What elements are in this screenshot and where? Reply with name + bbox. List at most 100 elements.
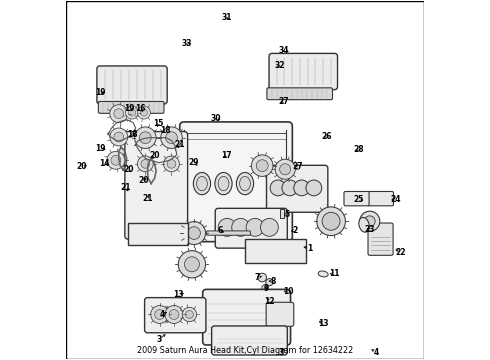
Ellipse shape <box>169 310 179 319</box>
Text: 33: 33 <box>182 39 192 48</box>
Ellipse shape <box>218 219 236 236</box>
Ellipse shape <box>141 159 149 168</box>
Text: 24: 24 <box>391 195 401 204</box>
FancyBboxPatch shape <box>267 88 333 100</box>
Text: 1: 1 <box>307 244 312 253</box>
Text: 9: 9 <box>263 284 269 293</box>
Text: 30: 30 <box>210 114 221 123</box>
Ellipse shape <box>280 164 291 175</box>
Text: 27: 27 <box>278 97 289 106</box>
FancyBboxPatch shape <box>207 231 250 235</box>
Text: 7: 7 <box>255 273 260 282</box>
Ellipse shape <box>164 156 179 172</box>
Text: 6: 6 <box>217 226 222 235</box>
Ellipse shape <box>167 159 176 168</box>
Ellipse shape <box>323 213 339 229</box>
Text: 8: 8 <box>270 276 276 285</box>
Text: 34: 34 <box>278 46 289 55</box>
Ellipse shape <box>251 155 273 176</box>
Ellipse shape <box>275 159 295 179</box>
FancyBboxPatch shape <box>145 298 206 333</box>
Text: 19: 19 <box>124 104 135 113</box>
Text: 21: 21 <box>121 183 131 192</box>
Text: 11: 11 <box>329 269 339 278</box>
Ellipse shape <box>186 311 194 319</box>
Ellipse shape <box>165 306 183 323</box>
Text: 20: 20 <box>139 176 149 185</box>
Ellipse shape <box>246 219 264 236</box>
FancyBboxPatch shape <box>344 192 369 206</box>
Text: 28: 28 <box>354 145 365 154</box>
Ellipse shape <box>236 172 254 195</box>
FancyBboxPatch shape <box>368 223 393 255</box>
Ellipse shape <box>322 212 340 230</box>
Ellipse shape <box>194 172 211 195</box>
Text: 2: 2 <box>293 226 298 235</box>
Ellipse shape <box>256 160 268 172</box>
Text: 16: 16 <box>135 104 146 113</box>
Ellipse shape <box>128 109 136 116</box>
Ellipse shape <box>155 310 165 319</box>
Ellipse shape <box>215 172 232 195</box>
FancyBboxPatch shape <box>97 66 167 104</box>
Ellipse shape <box>161 127 182 148</box>
Ellipse shape <box>360 211 380 231</box>
Ellipse shape <box>282 180 298 196</box>
Ellipse shape <box>365 216 375 226</box>
FancyBboxPatch shape <box>180 122 293 242</box>
Text: 29: 29 <box>189 158 199 167</box>
Text: 15: 15 <box>153 119 163 128</box>
FancyBboxPatch shape <box>203 289 291 345</box>
Ellipse shape <box>137 156 153 172</box>
Polygon shape <box>245 239 306 263</box>
Ellipse shape <box>262 285 268 291</box>
Bar <box>280 209 285 218</box>
Ellipse shape <box>196 176 207 191</box>
FancyBboxPatch shape <box>266 302 294 326</box>
Ellipse shape <box>125 106 139 119</box>
Text: 18: 18 <box>127 130 137 139</box>
FancyBboxPatch shape <box>125 132 188 239</box>
Text: 20: 20 <box>76 162 87 171</box>
Text: 14: 14 <box>99 159 110 168</box>
Text: 18: 18 <box>160 126 171 135</box>
Ellipse shape <box>359 217 369 232</box>
Ellipse shape <box>107 151 125 169</box>
Ellipse shape <box>178 251 205 278</box>
Text: 2009 Saturn Aura Head Kit,Cyl Diagram for 12634222: 2009 Saturn Aura Head Kit,Cyl Diagram fo… <box>137 346 353 355</box>
Ellipse shape <box>183 222 205 244</box>
FancyBboxPatch shape <box>215 208 287 248</box>
Text: 21: 21 <box>142 194 153 203</box>
Text: 23: 23 <box>365 225 375 234</box>
Text: 32: 32 <box>275 62 285 71</box>
FancyBboxPatch shape <box>267 165 328 212</box>
Ellipse shape <box>110 105 128 123</box>
Text: 13: 13 <box>318 319 329 328</box>
Ellipse shape <box>240 176 250 191</box>
Text: 27: 27 <box>293 162 303 171</box>
Text: 17: 17 <box>221 151 232 160</box>
Polygon shape <box>128 223 188 245</box>
Polygon shape <box>119 147 126 170</box>
Text: 26: 26 <box>321 132 332 141</box>
Ellipse shape <box>114 109 123 118</box>
Ellipse shape <box>266 279 273 286</box>
Bar <box>262 298 270 301</box>
Ellipse shape <box>139 132 151 144</box>
Text: 12: 12 <box>264 297 274 306</box>
Ellipse shape <box>137 106 150 119</box>
Ellipse shape <box>188 227 200 239</box>
Ellipse shape <box>260 219 278 236</box>
Ellipse shape <box>135 127 156 148</box>
Text: 25: 25 <box>354 195 364 204</box>
Ellipse shape <box>306 180 322 196</box>
Ellipse shape <box>258 273 267 282</box>
Text: 10: 10 <box>283 287 294 296</box>
Text: 22: 22 <box>396 248 406 257</box>
Ellipse shape <box>232 219 250 236</box>
Text: 31: 31 <box>221 13 232 22</box>
Bar <box>279 290 289 294</box>
Ellipse shape <box>294 180 310 196</box>
Ellipse shape <box>184 257 199 272</box>
Ellipse shape <box>166 132 177 144</box>
